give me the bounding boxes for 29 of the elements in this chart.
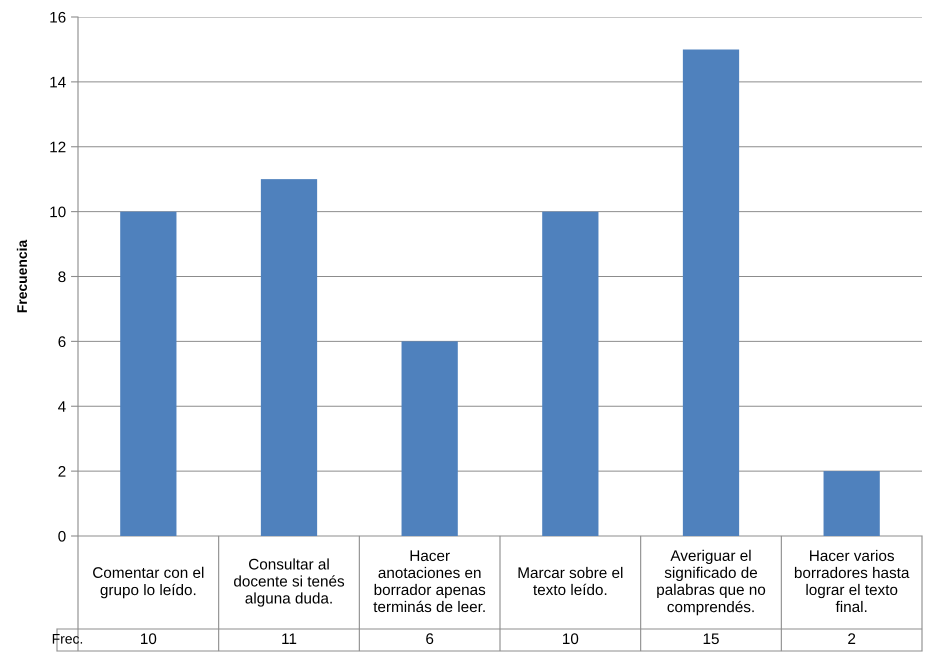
x-tick-label: Hacer varios borradores hasta lograr el texto final. [794,550,910,612]
y-tick-label: 14 [50,76,66,88]
y-tick-label: 4 [58,401,66,412]
bar [402,341,458,536]
data-label: 10 [563,633,578,644]
bar [824,471,880,536]
data-label: 6 [426,633,434,644]
x-tick-label: Hacer anotaciones en borrador apenas terminás de leer. [373,550,486,612]
data-label: 15 [704,633,719,644]
data-label: 10 [141,633,156,644]
x-tick-label: Marcar sobre el texto leído. [518,566,622,596]
data-label: 11 [282,633,296,644]
x-tick-label: Consultar al docente si tenés alguna duda. [234,558,344,607]
y-tick-label: 12 [50,142,66,152]
y-tick-label: 0 [58,530,66,542]
x-tick-label: Averiguar el significado de palabras que no comprendés. [657,550,766,616]
y-tick-label: 6 [58,336,66,348]
x-tick-label: Comentar con el grupo lo leído. [93,566,204,598]
y-tick-label: 16 [50,12,66,23]
bar [120,212,176,536]
bar [682,49,740,536]
bar [542,212,598,536]
y-tick-label: 8 [58,271,66,282]
bar [260,179,318,536]
data-label: 2 [848,633,856,644]
text: Frec. [52,634,82,644]
y-tick-label: 2 [58,466,66,477]
y-tick-label: 10 [50,206,66,218]
y-axis-title: Frecuencia [16,240,28,312]
